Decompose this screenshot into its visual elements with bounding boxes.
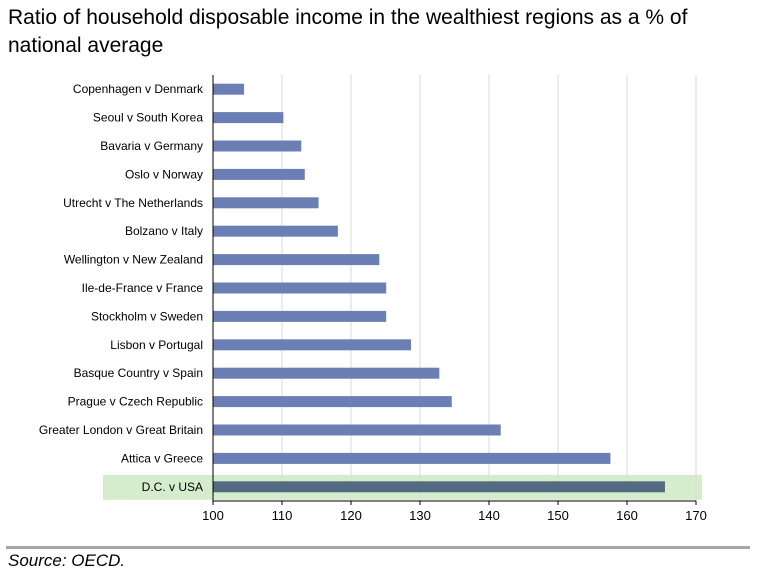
x-tick-label: 120 bbox=[340, 508, 362, 523]
bar bbox=[213, 396, 452, 408]
x-tick-label: 150 bbox=[547, 508, 569, 523]
bar bbox=[213, 254, 380, 266]
category-label: Copenhagen v Denmark bbox=[73, 82, 204, 96]
bar bbox=[213, 282, 387, 294]
category-label: Bolzano v Italy bbox=[125, 224, 203, 238]
divider-rule bbox=[6, 546, 750, 549]
source-note: Source: OECD. bbox=[8, 551, 126, 570]
category-label: Seoul v South Korea bbox=[93, 111, 203, 125]
x-tick-label: 170 bbox=[685, 508, 707, 523]
category-label: Bavaria v Germany bbox=[100, 139, 203, 153]
bar-chart: Copenhagen v Denmark Seoul v South Korea B… bbox=[39, 75, 707, 523]
x-tick-label: 130 bbox=[409, 508, 431, 523]
x-tick-label: 110 bbox=[272, 508, 293, 523]
x-tick-label: 140 bbox=[478, 508, 500, 523]
bar bbox=[213, 112, 284, 124]
category-label: Oslo v Norway bbox=[125, 167, 203, 181]
bar bbox=[213, 168, 305, 180]
category-label: Lisbon v Portugal bbox=[110, 338, 203, 352]
x-tick-label: 100 bbox=[202, 508, 224, 523]
category-label: D.C. v USA bbox=[142, 480, 203, 494]
chart-title: Ratio of household disposable income in … bbox=[8, 6, 688, 57]
bar bbox=[213, 424, 501, 436]
bar bbox=[213, 452, 611, 464]
bar bbox=[213, 481, 665, 493]
category-label: Ile-de-France v France bbox=[82, 281, 204, 295]
category-label: Stockholm v Sweden bbox=[91, 309, 203, 323]
x-tick-label: 160 bbox=[616, 508, 638, 523]
category-label: Prague v Czech Republic bbox=[68, 395, 203, 409]
bar bbox=[213, 367, 440, 379]
bar bbox=[213, 197, 319, 209]
bar bbox=[213, 225, 338, 237]
category-label: Utrecht v The Netherlands bbox=[63, 196, 203, 210]
category-label: Basque Country v Spain bbox=[74, 366, 203, 380]
bar bbox=[213, 140, 302, 152]
category-label: Wellington v New Zealand bbox=[64, 253, 203, 267]
bar bbox=[213, 310, 387, 322]
bar bbox=[213, 339, 412, 351]
bar bbox=[213, 83, 245, 95]
category-label: Greater London v Great Britain bbox=[39, 423, 203, 437]
category-label: Attica v Greece bbox=[121, 451, 203, 465]
